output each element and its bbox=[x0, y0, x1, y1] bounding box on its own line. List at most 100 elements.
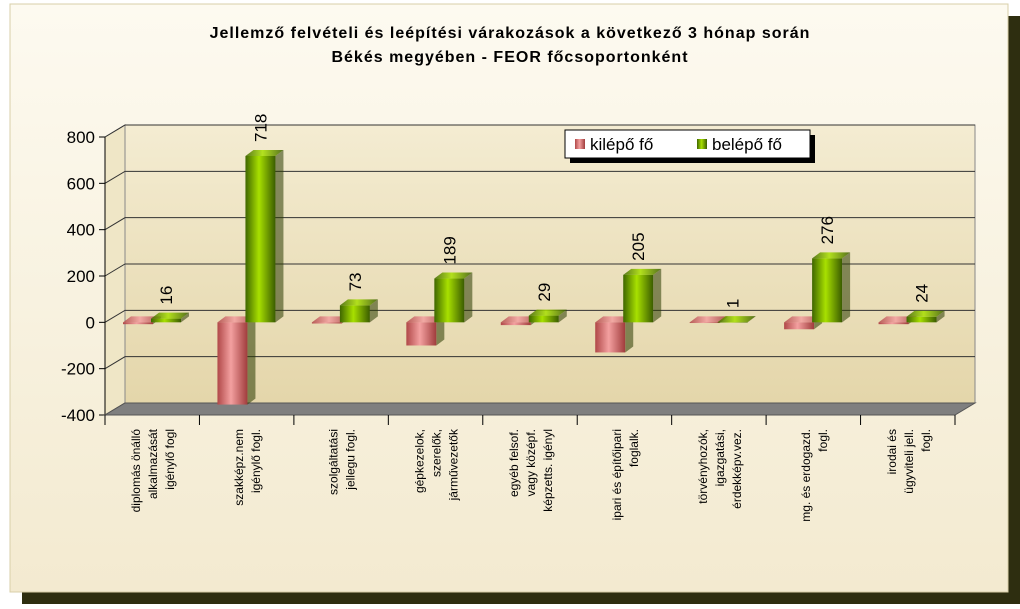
bar-front bbox=[878, 322, 909, 325]
x-tick-label: szolgáltatási bbox=[327, 429, 341, 495]
x-tick-label: mg. és erdogazd. bbox=[799, 429, 813, 522]
bar-side bbox=[247, 316, 256, 405]
bar-front bbox=[784, 322, 815, 330]
bar-side bbox=[558, 309, 567, 323]
bar-top bbox=[245, 149, 284, 156]
y-tick-label: 0 bbox=[86, 313, 95, 332]
chart-title: Békés megyében - FEOR főcsoportonként bbox=[331, 49, 688, 66]
bar-front bbox=[311, 322, 342, 324]
bar bbox=[339, 299, 378, 323]
bar-front bbox=[500, 322, 531, 326]
x-tick-label: jellegu fogl. bbox=[344, 429, 358, 491]
data-label: 718 bbox=[251, 114, 270, 142]
bar-side bbox=[842, 252, 851, 323]
bar-top bbox=[717, 316, 756, 323]
y-tick-label: -200 bbox=[61, 360, 95, 379]
bar-front bbox=[689, 322, 720, 324]
data-label: 16 bbox=[157, 286, 176, 305]
bar-side bbox=[275, 149, 284, 323]
bar bbox=[245, 149, 284, 323]
bar-side bbox=[936, 310, 945, 323]
bar-side bbox=[747, 316, 756, 323]
x-tick-label: igénylő fogl. bbox=[249, 429, 263, 493]
data-label: 24 bbox=[913, 284, 932, 303]
bar-front bbox=[906, 316, 937, 323]
bar bbox=[812, 252, 851, 323]
y-tick-label: 600 bbox=[67, 174, 95, 193]
grid-line bbox=[104, 124, 975, 138]
bar-front bbox=[528, 315, 559, 323]
bar-front bbox=[623, 274, 654, 323]
x-tick-label: diplomás önálló bbox=[129, 429, 143, 513]
x-tick-label: szerelők, bbox=[430, 429, 444, 477]
bar-front bbox=[595, 322, 626, 353]
data-label: 205 bbox=[629, 232, 648, 260]
legend-swatch bbox=[575, 139, 585, 149]
x-tick-label: gépkezelok, bbox=[413, 429, 427, 493]
floor bbox=[103, 402, 977, 416]
grid-line bbox=[104, 309, 975, 323]
bar-side bbox=[181, 312, 189, 323]
grid-line bbox=[104, 217, 975, 231]
legend bbox=[564, 129, 811, 159]
bar-top bbox=[339, 299, 378, 306]
bar-top bbox=[623, 268, 662, 275]
x-tick-label: egyéb felsof. bbox=[507, 429, 521, 497]
legend-swatch bbox=[697, 139, 707, 149]
bar-side bbox=[369, 299, 378, 323]
data-label: 1 bbox=[724, 299, 743, 308]
x-tick-label: ipari és építőipari bbox=[610, 429, 624, 520]
bar-front bbox=[812, 258, 843, 323]
bar-front bbox=[217, 322, 248, 405]
data-label: 29 bbox=[535, 283, 554, 302]
legend-label: belépő fő bbox=[712, 135, 782, 154]
x-tick-label: fogl. bbox=[816, 429, 830, 452]
data-label: 276 bbox=[818, 216, 837, 244]
bar bbox=[717, 316, 756, 323]
y-tick-label: -400 bbox=[61, 406, 95, 425]
x-tick-label: igazgatási, bbox=[713, 429, 727, 486]
bar-front bbox=[151, 318, 181, 323]
bar-side bbox=[625, 316, 634, 353]
bar-front bbox=[406, 322, 437, 346]
x-tick-label: fogl. bbox=[919, 429, 933, 452]
bar-top bbox=[689, 316, 728, 323]
x-tick-label: igénylő fogl bbox=[163, 429, 177, 490]
x-tick-label: ügyviteli jell. bbox=[902, 429, 916, 494]
y-tick-label: 400 bbox=[67, 221, 95, 240]
y-tick-label: 800 bbox=[67, 128, 95, 147]
x-tick-label: alkalmazását bbox=[146, 428, 160, 499]
legend-label: kilépő fő bbox=[590, 135, 653, 154]
bar bbox=[217, 316, 256, 405]
grid-line bbox=[104, 263, 975, 277]
bar-side bbox=[436, 316, 445, 346]
bar-side bbox=[653, 268, 662, 323]
data-label: 73 bbox=[346, 272, 365, 291]
grid-line bbox=[104, 170, 975, 184]
bar bbox=[528, 309, 567, 323]
grid-line bbox=[104, 356, 975, 370]
x-tick-label: szakképz.nem bbox=[232, 429, 246, 506]
bar bbox=[906, 310, 945, 323]
x-tick-label: képzetts. igényl bbox=[541, 429, 555, 512]
bar bbox=[623, 268, 662, 323]
bar-top bbox=[434, 272, 473, 279]
bar-top bbox=[812, 252, 851, 259]
y-tick-label: 200 bbox=[67, 267, 95, 286]
bar-front bbox=[123, 322, 153, 325]
chart-title: Jellemző felvételi és leépítési várakozá… bbox=[210, 25, 811, 42]
bar-top bbox=[528, 309, 567, 316]
x-tick-label: törvényhozók, bbox=[696, 429, 710, 504]
bar-side bbox=[464, 272, 473, 323]
bar-front bbox=[245, 155, 276, 323]
x-tick-label: irodai és bbox=[885, 429, 899, 474]
bar-front bbox=[717, 322, 748, 323]
x-tick-label: vagy középf. bbox=[524, 429, 538, 496]
bar-front bbox=[339, 305, 370, 323]
x-tick-label: érdekképv.vez. bbox=[730, 429, 744, 509]
bar-front bbox=[434, 278, 465, 323]
bar bbox=[434, 272, 473, 323]
x-tick-label: foglalk. bbox=[627, 429, 641, 467]
bar-top bbox=[151, 312, 189, 319]
